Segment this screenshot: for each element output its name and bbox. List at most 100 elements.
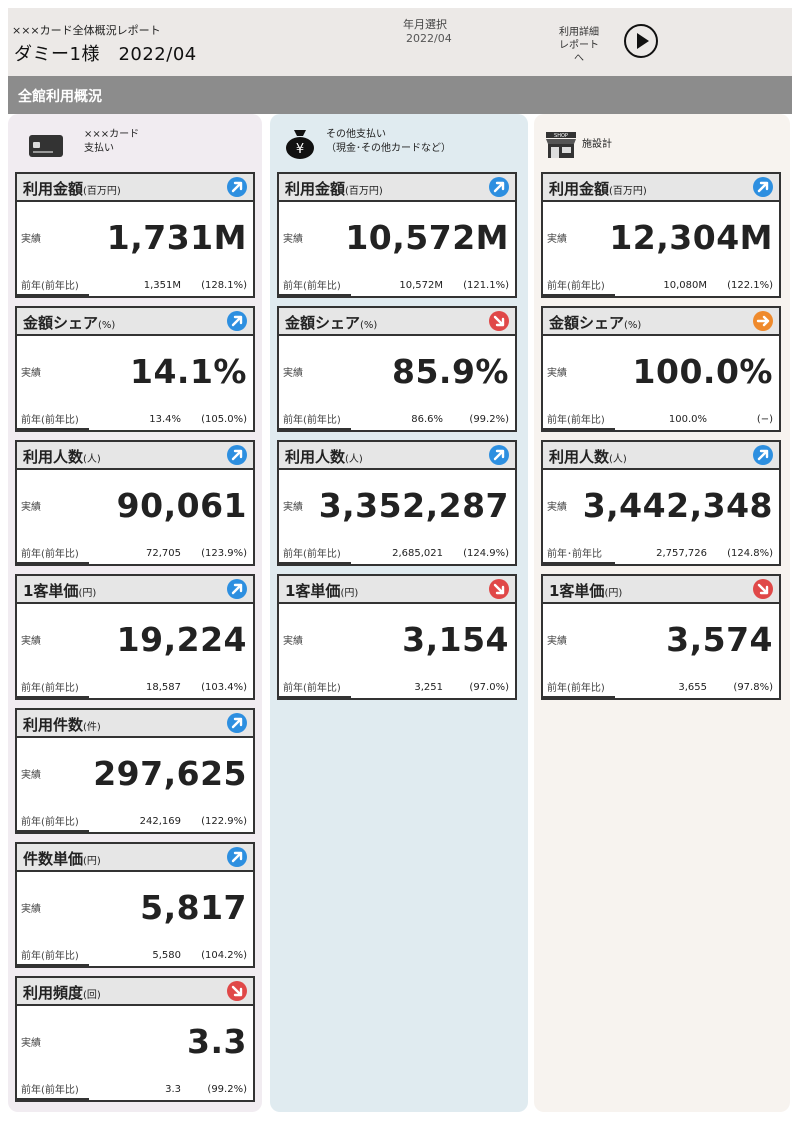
prev-year-value: 100.0%	[668, 414, 707, 425]
trend-up-icon[interactable]	[227, 311, 247, 331]
prev-year-label: 前年(前年比)	[283, 281, 341, 292]
actual-label: 実績	[21, 904, 41, 915]
metric-card-header: 利用金額(百万円)	[279, 174, 515, 202]
yen-bag-icon: ¥	[284, 126, 316, 164]
year-month-selector[interactable]: 2022/04	[406, 32, 452, 45]
column-title-line1: ×××カード	[84, 129, 140, 140]
prev-year-label: 前年(前年比)	[547, 415, 605, 426]
metric-unit: (%)	[98, 320, 116, 331]
divider	[279, 696, 351, 698]
metric-unit: (円)	[78, 588, 97, 599]
metric-title: 利用人数(人)	[23, 446, 101, 467]
prev-year-ratio: (122.9%)	[201, 816, 247, 827]
prev-year-ratio: (123.9%)	[201, 548, 247, 559]
prev-year-ratio: (128.1%)	[201, 280, 247, 291]
metric-card-header: 利用金額(百万円)	[17, 174, 253, 202]
prev-year-value: 10,572M	[399, 280, 443, 291]
divider	[17, 696, 89, 698]
metric-title: 利用件数(件)	[23, 714, 101, 735]
prev-year-value: 5,580	[152, 950, 181, 961]
column-title: ×××カード 支払い	[84, 128, 139, 156]
prev-year-ratio: (103.4%)	[201, 682, 247, 693]
prev-year-label: 前年(前年比)	[283, 549, 341, 560]
prev-year-ratio: (97.8%)	[733, 682, 773, 693]
metric-title-text: 金額シェア	[23, 314, 99, 332]
detail-report-link[interactable]: 利用詳細 レポートへ	[556, 26, 602, 65]
trend-up-icon[interactable]	[227, 445, 247, 465]
trend-down-icon[interactable]	[489, 311, 509, 331]
metric-card-header: 金額シェア(%)	[543, 308, 779, 336]
divider	[543, 294, 615, 296]
metric-card-header: 利用件数(件)	[17, 710, 253, 738]
actual-label: 実績	[21, 368, 41, 379]
actual-value: 10,572M	[345, 218, 509, 257]
metric-title-text: 金額シェア	[285, 314, 361, 332]
metric-card: 金額シェア(%) 実績 100.0% 前年(前年比) 100.0% (−)	[541, 306, 781, 432]
prev-year-label: 前年(前年比)	[21, 549, 79, 560]
metric-card-header: 1客単価(円)	[17, 576, 253, 604]
prev-year-label: 前年(前年比)	[283, 683, 341, 694]
prev-year-value: 72,705	[146, 548, 181, 559]
actual-label: 実績	[547, 234, 567, 245]
trend-up-icon[interactable]	[753, 177, 773, 197]
actual-value: 19,224	[116, 620, 247, 659]
play-button-icon[interactable]	[624, 24, 658, 58]
metric-title: 利用人数(人)	[285, 446, 363, 467]
trend-down-icon[interactable]	[227, 981, 247, 1001]
divider	[17, 964, 89, 966]
trend-up-icon[interactable]	[227, 713, 247, 733]
metric-card-header: 金額シェア(%)	[17, 308, 253, 336]
metric-unit: (円)	[604, 588, 623, 599]
metric-card-header: 利用頻度(回)	[17, 978, 253, 1006]
metric-unit: (回)	[83, 990, 101, 1001]
prev-year-ratio: (122.1%)	[727, 280, 773, 291]
actual-label: 実績	[283, 502, 303, 513]
prev-year-ratio: (−)	[756, 414, 773, 425]
metric-title-text: 利用金額	[23, 180, 84, 198]
trend-up-icon[interactable]	[227, 847, 247, 867]
prev-year-label: 前年･前年比	[547, 549, 602, 560]
divider	[279, 428, 351, 430]
trend-down-icon[interactable]	[489, 579, 509, 599]
metric-unit: (人)	[609, 454, 627, 465]
metric-title: 利用頻度(回)	[23, 982, 101, 1003]
prev-year-label: 前年(前年比)	[21, 817, 79, 828]
prev-year-value: 3,251	[414, 682, 443, 693]
divider	[543, 428, 615, 430]
actual-value: 3,574	[666, 620, 773, 659]
metric-title-text: 利用金額	[549, 180, 610, 198]
metric-card-header: 利用人数(人)	[17, 442, 253, 470]
trend-up-icon[interactable]	[489, 445, 509, 465]
metric-card-header: 利用人数(人)	[543, 442, 779, 470]
column-header: ¥ その他支払い （現金･その他カードなど）	[270, 114, 528, 172]
metric-title: 件数単価(円)	[23, 848, 101, 869]
metric-title: 金額シェア(%)	[549, 312, 641, 333]
trend-up-icon[interactable]	[489, 177, 509, 197]
prev-year-ratio: (97.0%)	[469, 682, 509, 693]
actual-value: 297,625	[93, 754, 247, 793]
actual-value: 100.0%	[632, 352, 773, 391]
trend-down-icon[interactable]	[753, 579, 773, 599]
metric-unit: (人)	[345, 454, 363, 465]
column-title-line2: 支払い	[84, 143, 114, 154]
prev-year-ratio: (105.0%)	[201, 414, 247, 425]
actual-label: 実績	[283, 368, 303, 379]
metric-title-text: 利用金額	[285, 180, 346, 198]
trend-up-icon[interactable]	[753, 445, 773, 465]
column-title: その他支払い （現金･その他カードなど）	[326, 128, 451, 156]
actual-label: 実績	[21, 770, 41, 781]
prev-year-value: 18,587	[146, 682, 181, 693]
metric-card: 1客単価(円) 実績 19,224 前年(前年比) 18,587 (103.4%)	[15, 574, 255, 700]
prev-year-label: 前年(前年比)	[21, 951, 79, 962]
year-month-label: 年月選択	[403, 18, 447, 31]
metric-unit: (%)	[624, 320, 642, 331]
trend-flat-icon[interactable]	[753, 311, 773, 331]
metric-card: 1客単価(円) 実績 3,574 前年(前年比) 3,655 (97.8%)	[541, 574, 781, 700]
divider	[17, 830, 89, 832]
trend-up-icon[interactable]	[227, 177, 247, 197]
trend-up-icon[interactable]	[227, 579, 247, 599]
actual-value: 3,154	[402, 620, 509, 659]
prev-year-value: 86.6%	[411, 414, 443, 425]
prev-year-ratio: (121.1%)	[463, 280, 509, 291]
metric-unit: (百万円)	[609, 186, 647, 197]
